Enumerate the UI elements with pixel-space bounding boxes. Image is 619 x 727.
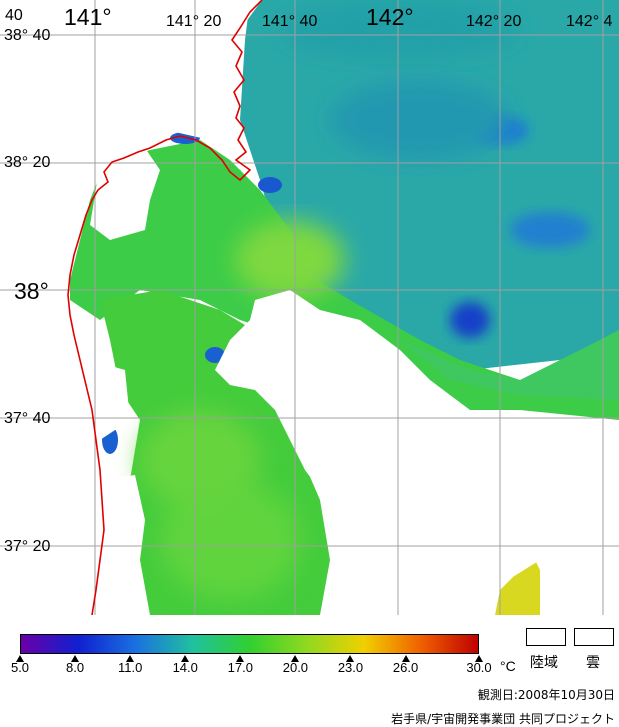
colorbar-tick-label: 23.0 — [337, 660, 364, 675]
land-legend-swatch — [526, 628, 566, 646]
colorbar-tick-label: 20.0 — [282, 660, 309, 675]
colorbar-tick-mark — [126, 655, 135, 662]
colorbar-tick-label: 14.0 — [172, 660, 198, 675]
colorbar-tick-label: 5.0 — [10, 660, 30, 675]
lon-label-4: 142° — [366, 4, 414, 30]
lat-label-1: 38° 20 — [4, 154, 51, 171]
cloud-legend-label: 雲 — [586, 655, 600, 671]
colorbar-tick-label: 8.0 — [66, 660, 85, 675]
lat-label-2: 38° — [14, 278, 49, 304]
lon-label-6: 142° 4 — [566, 13, 613, 30]
colorbar-tick-label: 11.0 — [117, 660, 143, 675]
observation-date: 観測日:2008年10月30日 — [477, 688, 615, 702]
colorbar-tick-mark — [236, 655, 245, 662]
land-area — [0, 0, 262, 615]
lon-label-2: 141° 20 — [166, 13, 222, 30]
temperature-colorbar — [20, 634, 479, 654]
colorbar-tick-mark — [475, 655, 483, 662]
lat-label-3: 37° 40 — [4, 410, 51, 427]
colorbar-tick-mark — [181, 655, 190, 662]
colorbar-tick-label: 26.0 — [392, 660, 419, 675]
cloud-legend-swatch — [574, 628, 614, 646]
lon-label-0: 40 — [5, 7, 23, 24]
colorbar-tick-mark — [71, 655, 80, 662]
lat-label-0: 38° 40 — [4, 27, 51, 44]
lon-label-5: 142° 20 — [466, 13, 522, 30]
land-legend-label: 陸域 — [530, 655, 558, 671]
colorbar-tick-mark — [291, 655, 300, 662]
coastline — [67, 0, 263, 615]
colorbar-tick-label: 30.0 — [466, 660, 492, 675]
lon-label-1: 141° — [64, 4, 112, 30]
graticule — [0, 0, 619, 615]
temperature-unit: °C — [500, 658, 516, 674]
lat-label-4: 37° 20 — [4, 538, 51, 555]
colorbar-tick-label: 17.0 — [227, 660, 253, 675]
project-credit: 岩手県/宇宙開発事業団 共同プロジェクト — [391, 712, 615, 726]
lon-label-3: 141° 40 — [262, 13, 318, 30]
colorbar-tick-mark — [346, 655, 355, 662]
colorbar-tick-mark — [401, 655, 410, 662]
colorbar-tick-mark — [16, 655, 24, 662]
sst-map — [0, 0, 619, 615]
cloud-area — [90, 148, 619, 615]
